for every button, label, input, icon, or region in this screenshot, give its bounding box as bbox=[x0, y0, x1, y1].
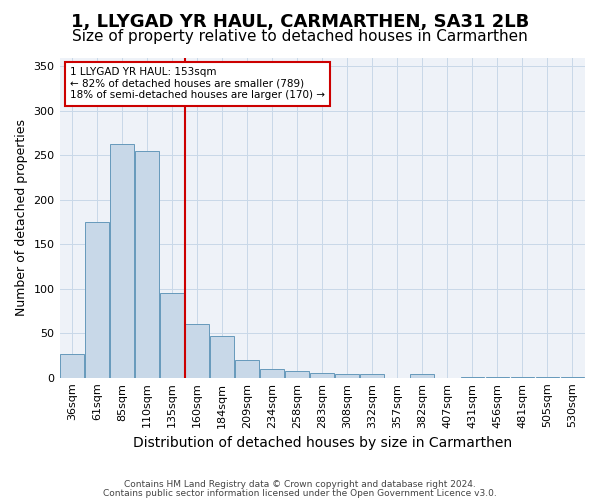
Bar bbox=[335, 374, 359, 378]
Text: 1 LLYGAD YR HAUL: 153sqm
← 82% of detached houses are smaller (789)
18% of semi-: 1 LLYGAD YR HAUL: 153sqm ← 82% of detach… bbox=[70, 67, 325, 100]
Bar bbox=[560, 377, 584, 378]
Y-axis label: Number of detached properties: Number of detached properties bbox=[15, 119, 28, 316]
Bar bbox=[210, 336, 234, 378]
Bar bbox=[110, 144, 134, 378]
Bar bbox=[235, 360, 259, 378]
X-axis label: Distribution of detached houses by size in Carmarthen: Distribution of detached houses by size … bbox=[133, 436, 512, 450]
Bar bbox=[260, 369, 284, 378]
Text: Contains HM Land Registry data © Crown copyright and database right 2024.: Contains HM Land Registry data © Crown c… bbox=[124, 480, 476, 489]
Bar bbox=[511, 377, 535, 378]
Bar bbox=[485, 377, 509, 378]
Bar bbox=[536, 377, 559, 378]
Bar bbox=[135, 151, 159, 378]
Bar bbox=[410, 374, 434, 378]
Text: 1, LLYGAD YR HAUL, CARMARTHEN, SA31 2LB: 1, LLYGAD YR HAUL, CARMARTHEN, SA31 2LB bbox=[71, 12, 529, 30]
Bar bbox=[160, 294, 184, 378]
Text: Size of property relative to detached houses in Carmarthen: Size of property relative to detached ho… bbox=[72, 29, 528, 44]
Bar bbox=[461, 377, 484, 378]
Bar bbox=[286, 370, 309, 378]
Bar bbox=[60, 354, 84, 378]
Bar bbox=[310, 374, 334, 378]
Bar bbox=[85, 222, 109, 378]
Bar bbox=[185, 324, 209, 378]
Bar bbox=[361, 374, 384, 378]
Text: Contains public sector information licensed under the Open Government Licence v3: Contains public sector information licen… bbox=[103, 488, 497, 498]
